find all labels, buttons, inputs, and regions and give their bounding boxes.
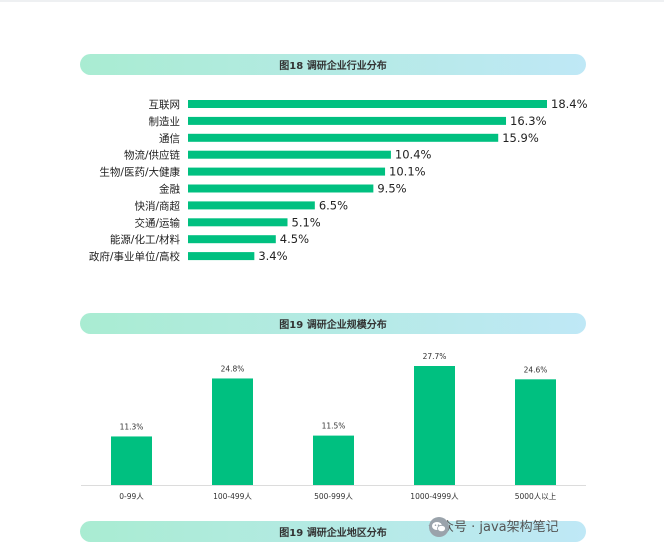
industry-bar: [188, 150, 391, 159]
chart-title-scale: 图19 调研企业规模分布: [80, 313, 586, 334]
top-divider: [0, 0, 664, 2]
chart-title-scale-text: 图19 调研企业规模分布: [279, 320, 387, 331]
scale-bar: [212, 378, 253, 485]
scale-category-label: 100-499人: [213, 492, 252, 501]
industry-value-label: 10.4%: [395, 148, 432, 162]
industry-bar: [188, 252, 255, 261]
wechat-icon: [429, 517, 449, 537]
industry-value-label: 10.1%: [389, 165, 426, 179]
section-title-region: 图19 调研企业地区分布: [80, 521, 586, 542]
scale-bar: [313, 435, 354, 485]
industry-bar-chart: 互联网 18.4% 制造业 16.3% 通信 15.9% 物流/供应链 10.4% 生物/医药/…: [89, 97, 588, 263]
industry-bar: [188, 235, 276, 244]
watermark: 公众号 · java架构笔记: [428, 516, 559, 537]
scale-bar: [414, 366, 455, 485]
industry-category-label: 物流/供应链: [124, 149, 181, 162]
industry-bar: [188, 100, 547, 108]
industry-category-label: 政府/事业单位/高校: [89, 250, 181, 263]
industry-value-label: 3.4%: [258, 249, 287, 263]
scale-value-label: 11.3%: [120, 422, 144, 431]
industry-category-label: 互联网: [149, 99, 181, 111]
scale-value-label: 27.7%: [423, 352, 447, 361]
industry-category-label: 金融: [159, 183, 180, 196]
scale-category-label: 1000-4999人: [410, 492, 459, 501]
industry-bar: [188, 184, 374, 193]
industry-bar: [188, 218, 288, 227]
scale-category-label: 0-99人: [119, 492, 144, 501]
chart-title-industry: 图18 调研企业行业分布: [80, 54, 586, 75]
industry-category-label: 交通/运输: [134, 216, 180, 229]
industry-value-label: 16.3%: [510, 114, 547, 128]
industry-value-label: 15.9%: [502, 131, 539, 145]
industry-value-label: 4.5%: [280, 232, 309, 246]
chart-title-industry-text: 图18 调研企业行业分布: [279, 61, 387, 72]
industry-category-label: 能源/化工/材料: [110, 233, 181, 246]
industry-bar: [188, 167, 386, 176]
industry-category-label: 制造业: [149, 115, 181, 128]
industry-value-label: 18.4%: [551, 97, 588, 111]
industry-value-label: 6.5%: [319, 198, 348, 212]
industry-value-label: 5.1%: [292, 215, 321, 229]
section-title-region-text: 图19 调研企业地区分布: [279, 528, 387, 539]
scale-value-label: 11.5%: [322, 422, 346, 431]
industry-category-label: 快消/商超: [134, 199, 180, 212]
industry-category-label: 通信: [159, 133, 180, 145]
industry-bar: [188, 201, 315, 210]
industry-bar: [188, 116, 507, 125]
scale-category-label: 5000人以上: [515, 492, 557, 501]
scale-bar: [515, 379, 556, 485]
scale-value-label: 24.6%: [524, 365, 548, 374]
industry-category-label: 生物/医药/大健康: [99, 166, 180, 179]
watermark-text: 公众号 · java架构笔记: [428, 520, 559, 535]
scale-bar: [111, 436, 152, 485]
scale-value-label: 24.8%: [221, 364, 245, 373]
industry-value-label: 9.5%: [377, 182, 406, 196]
scale-category-label: 500-999人: [314, 492, 353, 501]
industry-bar: [188, 133, 499, 142]
